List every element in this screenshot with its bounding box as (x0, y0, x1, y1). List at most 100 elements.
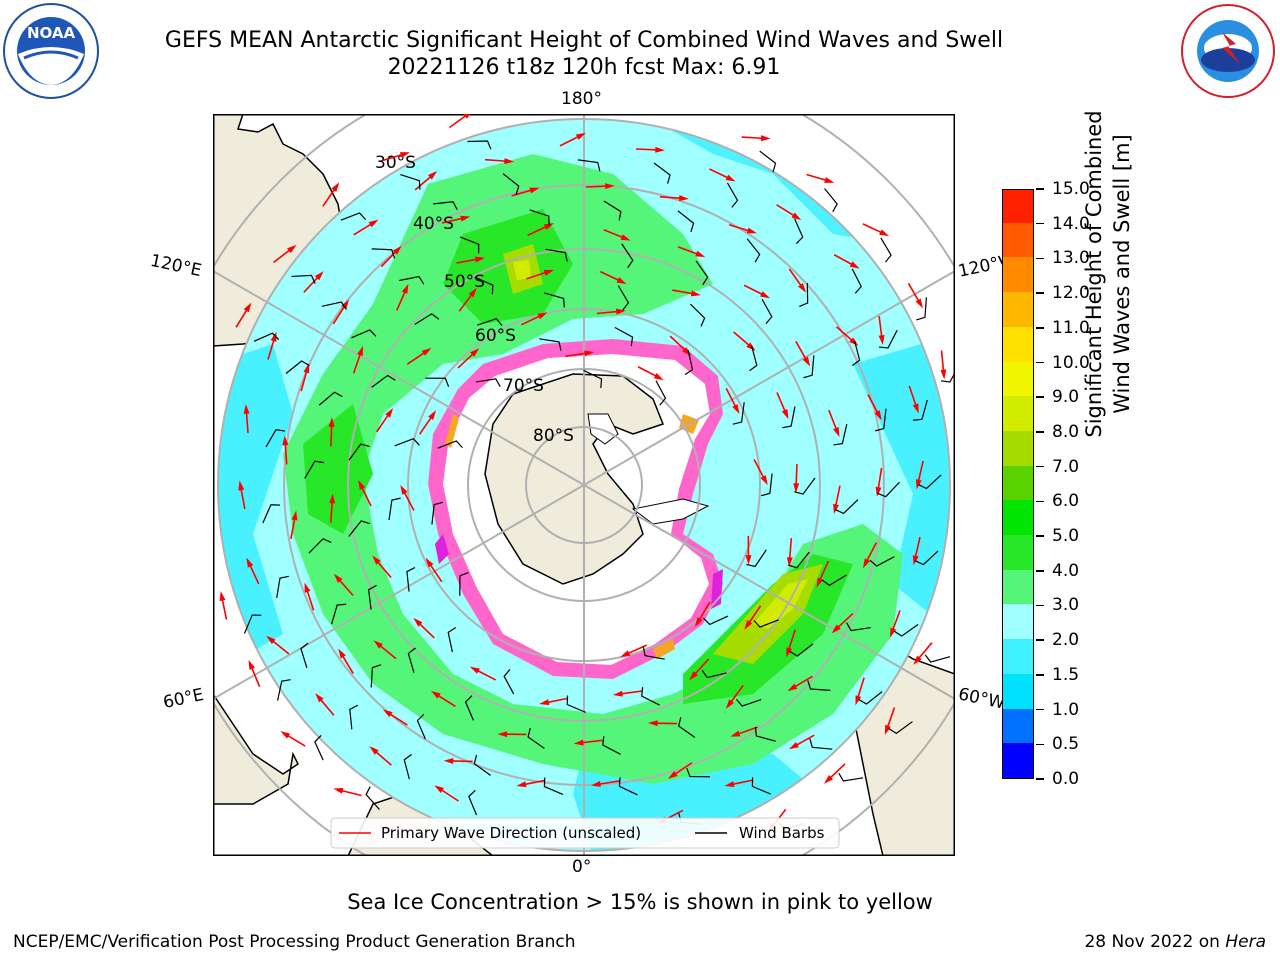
wind-barb (702, 615, 729, 626)
wind-barb (527, 728, 545, 749)
colorbar-label-line1: Significant Height of Combined (1082, 110, 1106, 438)
wind-barb (566, 695, 586, 713)
wave-direction-arrow (914, 536, 921, 559)
wind-barb (388, 497, 401, 521)
wind-barb (677, 210, 695, 233)
wave-direction-arrowhead (219, 591, 226, 602)
colorbar-tick (1036, 639, 1044, 641)
wave-direction-arrowhead (443, 757, 454, 764)
wind-barb (308, 538, 332, 554)
wave-direction-arrow (417, 622, 435, 639)
wind-barb (468, 789, 478, 816)
wave-direction-arrowhead (667, 771, 678, 779)
colorbar-tick (1036, 708, 1044, 711)
wind-barb (893, 623, 919, 637)
wind-barb (851, 340, 861, 366)
wave-direction-arrow (396, 289, 407, 311)
wind-barb (370, 664, 382, 688)
wave-direction-arrowhead (328, 417, 335, 428)
colorbar-tick (1036, 257, 1044, 260)
wave-direction-arrowhead (590, 780, 601, 787)
wave-direction-arrowhead (392, 245, 402, 255)
wave-direction-arrow (917, 642, 933, 661)
colorbar-tick-label: 1.5 (1052, 664, 1080, 685)
wave-direction-arrowhead (878, 334, 885, 345)
chart-subtitle: 20221126 t18z 120h fcst Max: 6.91 (387, 55, 781, 80)
wave-direction-arrow (475, 669, 497, 681)
wave-direction-arrow (725, 387, 737, 409)
wind-barb (759, 150, 777, 173)
wind-barb (614, 326, 634, 347)
wave-direction-arrowhead (824, 774, 834, 784)
wind-barb (761, 298, 773, 325)
sea-ice-note: Sea Ice Concentration > 15% is shown in … (347, 890, 933, 914)
wave-direction-arrow (352, 352, 362, 374)
colorbar-segment (1003, 742, 1033, 778)
wave-direction-arrow (836, 326, 854, 342)
wind-barb (749, 345, 758, 372)
wave-direction-arrow (449, 114, 468, 129)
chart-title: GEFS MEAN Antarctic Significant Height o… (164, 28, 1004, 53)
wave-direction-arrow (806, 173, 828, 182)
wind-barb (300, 642, 309, 668)
wind-barb (684, 349, 694, 376)
colorbar-tick-label: 6.0 (1052, 491, 1080, 512)
wave-direction-arrow (736, 726, 758, 736)
wave-direction-arrow (511, 188, 534, 197)
wave-direction-arrowhead (243, 404, 250, 414)
wind-barb (276, 679, 291, 701)
wave-direction-arrow (414, 174, 433, 191)
wave-direction-arrowhead (612, 690, 623, 697)
wave-direction-arrow (856, 677, 865, 699)
wind-barb (414, 313, 440, 325)
wave-direction-arrow (867, 394, 880, 415)
wind-barb (701, 669, 727, 679)
wave-direction-arrow (747, 605, 762, 625)
wave-direction-arrow (637, 366, 658, 378)
colorbar-segment (1003, 291, 1033, 327)
wave-direction-arrowhead (875, 486, 882, 497)
wind-barb (371, 248, 396, 259)
colorbar-segment (1003, 569, 1033, 605)
wave-direction-arrow (402, 490, 415, 511)
wave-direction-arrowhead (280, 731, 291, 739)
wave-direction-arrowhead (615, 308, 626, 315)
wave-direction-arrowhead (460, 215, 471, 222)
wind-barb (746, 238, 761, 263)
wind-barb (869, 556, 895, 567)
colorbar-tick (1036, 396, 1044, 398)
wave-direction-arrowhead (724, 781, 735, 787)
wave-direction-arrow (834, 485, 841, 508)
wind-barb (475, 378, 501, 388)
wave-direction-arrowhead (816, 577, 824, 588)
colorbar-tick-label: 15.0 (1052, 179, 1090, 199)
wave-direction-arrowhead (537, 312, 548, 320)
wind-barb (399, 275, 425, 285)
wave-direction-arrowhead (802, 356, 811, 367)
wave-direction-arrowhead (434, 785, 444, 793)
wave-direction-arrow (793, 675, 813, 689)
wind-barb (473, 754, 491, 776)
wave-direction-arrowhead (689, 671, 698, 681)
wave-direction-arrowhead (303, 363, 310, 374)
colorbar-tick (1036, 604, 1044, 607)
wave-direction-arrow (776, 392, 787, 413)
wave-direction-arrow (788, 268, 803, 288)
wave-direction-arrow (271, 639, 290, 655)
wave-direction-arrowhead (730, 730, 741, 737)
wind-barb (753, 619, 779, 628)
colorbar-tick-label: 5.0 (1052, 526, 1080, 547)
wave-direction-arrow (596, 310, 619, 315)
wave-direction-arrowhead (694, 617, 703, 627)
wave-direction-arrow (360, 485, 372, 507)
colorbar-tick-label: 0.5 (1052, 734, 1080, 755)
wave-direction-arrow (248, 563, 260, 585)
wind-barb (888, 721, 913, 735)
lon-label-0: 0° (572, 857, 592, 877)
colorbar-tick (1036, 361, 1044, 364)
wave-direction-arrow (267, 338, 276, 360)
colorbar-label: Significant Height of Combined Wind Wave… (1080, 64, 1136, 484)
wave-direction-arrow (526, 271, 548, 280)
colorbar-segment (1003, 190, 1033, 223)
wind-barb (447, 626, 457, 653)
